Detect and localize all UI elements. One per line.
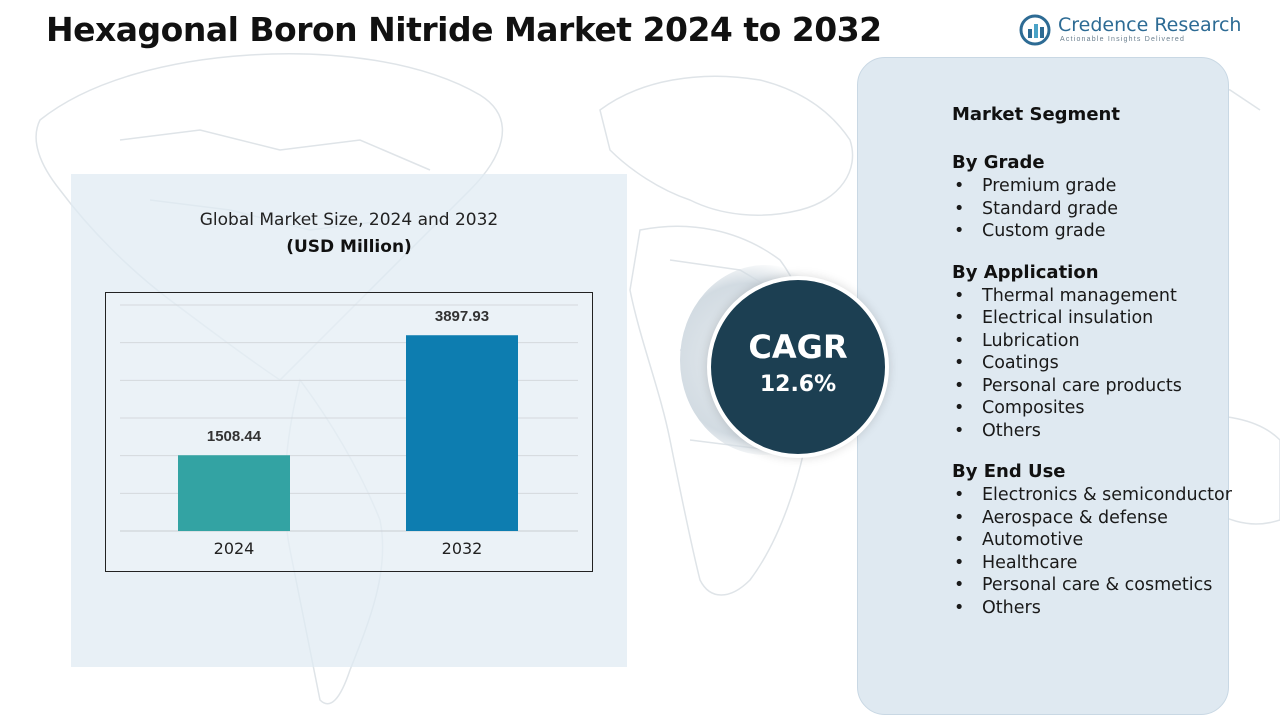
bullet-icon: •	[954, 353, 965, 373]
chart-title: Global Market Size, 2024 and 2032	[199, 210, 499, 230]
segment-group-title: By End Use	[952, 461, 1066, 482]
segment-list-item: • Aerospace & defense	[952, 507, 1232, 530]
cagr-label: CAGR	[748, 328, 848, 366]
segment-group: By End Use • Electronics & semiconductor • A…	[952, 460, 1232, 619]
chart-frame: 1508.44 2024 3897.93 2032	[105, 292, 593, 572]
segment-item-label: Personal care & cosmetics	[982, 575, 1213, 595]
segment-item-label: Healthcare	[982, 552, 1078, 573]
segment-list-item: • Others	[952, 420, 1232, 443]
segment-item-label: Automotive	[982, 530, 1084, 550]
logo-tagline: Actionable Insights Delivered	[1060, 36, 1186, 43]
market-segment-panel: Market Segment By Grade • Premium grade • St…	[857, 57, 1232, 715]
bar-2024	[178, 455, 290, 531]
x-tick-label: 2024	[214, 539, 255, 558]
segment-list-item: • Healthcare	[952, 552, 1232, 575]
segment-group: By Grade • Premium grade • Standard grade • Cu…	[952, 151, 1232, 243]
segment-item-label: Others	[982, 597, 1041, 618]
bullet-icon: •	[954, 507, 965, 528]
bar-2032	[406, 335, 518, 531]
bullet-icon: •	[954, 308, 965, 328]
cagr-badge: CAGR 12.6%	[707, 276, 889, 458]
bullet-icon: •	[954, 330, 965, 351]
segment-list-item: • Thermal management	[952, 285, 1232, 308]
bullet-icon: •	[954, 552, 965, 573]
segment-list: • Electronics & semiconductor • Aerospace &…	[952, 484, 1232, 619]
bar-chart: 1508.44 2024 3897.93 2032	[120, 304, 578, 558]
segment-group-title: By Grade	[952, 152, 1045, 173]
segment-list-item: • Lubrication	[952, 330, 1232, 353]
segment-list-item: • Automotive	[952, 529, 1232, 552]
segment-item-label: Coatings	[982, 353, 1059, 373]
segment-group: By Application • Thermal management • Electr…	[952, 261, 1232, 443]
segment-item-label: Electrical insulation	[982, 308, 1154, 328]
segment-list-item: • Electrical insulation	[952, 307, 1232, 330]
segment-list-item: • Premium grade	[952, 175, 1232, 198]
bullet-icon: •	[954, 176, 965, 196]
bullet-icon: •	[954, 485, 965, 505]
segment-list-item: • Coatings	[952, 352, 1232, 375]
page-title: Hexagonal Boron Nitride Market 2024 to 2…	[46, 10, 882, 49]
bullet-icon: •	[954, 198, 965, 219]
segment-item-label: Custom grade	[982, 221, 1106, 241]
segment-list-item: • Composites	[952, 397, 1232, 420]
chart-panel: Global Market Size, 2024 and 2032 (USD M…	[71, 174, 627, 667]
credence-logo-icon	[1019, 14, 1051, 46]
segment-item-label: Composites	[982, 398, 1085, 418]
segment-list-item: • Electronics & semiconductor	[952, 484, 1232, 507]
bullet-icon: •	[954, 420, 965, 441]
segment-list-item: • Others	[952, 597, 1232, 620]
brand-logo: Credence Research Actionable Insights De…	[1018, 14, 1241, 46]
bullet-icon: •	[954, 221, 965, 241]
segment-item-label: Lubrication	[982, 330, 1080, 351]
segment-list-item: • Personal care products	[952, 375, 1232, 398]
segment-item-label: Thermal management	[982, 285, 1177, 306]
segment-group-title: By Application	[952, 261, 1099, 283]
segment-item-label: Standard grade	[982, 198, 1119, 219]
segment-list-item: • Custom grade	[952, 220, 1232, 243]
bullet-icon: •	[954, 530, 965, 550]
segment-list: • Thermal management • Electrical insulatio…	[952, 285, 1232, 443]
data-label: 3897.93	[435, 308, 489, 325]
logo-name: Credence Research	[1058, 14, 1242, 36]
data-label: 1508.44	[207, 428, 262, 445]
segment-item-label: Personal care products	[982, 375, 1182, 396]
bullet-icon: •	[954, 575, 965, 595]
segment-item-label: Aerospace & defense	[982, 507, 1168, 528]
x-tick-label: 2032	[442, 539, 483, 558]
cagr-value: 12.6%	[759, 372, 837, 397]
chart-unit: (USD Million)	[286, 237, 412, 257]
bullet-icon: •	[954, 398, 965, 418]
segment-item-label: Electronics & semiconductor	[982, 485, 1232, 505]
bullet-icon: •	[954, 375, 965, 396]
segment-item-label: Others	[982, 420, 1041, 441]
segment-list-item: • Standard grade	[952, 198, 1232, 221]
segment-list-item: • Personal care & cosmetics	[952, 574, 1232, 597]
segment-list: • Premium grade • Standard grade • Custom gra…	[952, 175, 1232, 243]
bullet-icon: •	[954, 285, 965, 306]
bullet-icon: •	[954, 597, 965, 618]
segment-heading: Market Segment	[952, 104, 1120, 125]
segment-item-label: Premium grade	[982, 176, 1117, 196]
